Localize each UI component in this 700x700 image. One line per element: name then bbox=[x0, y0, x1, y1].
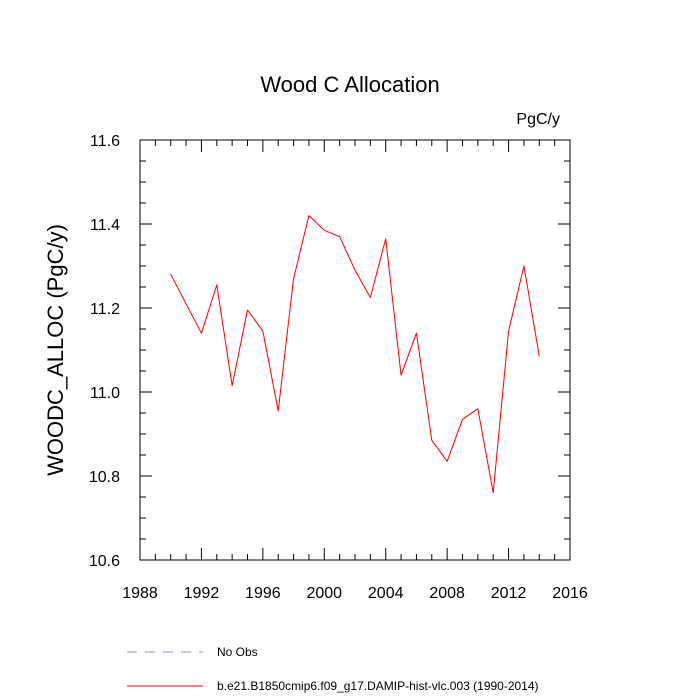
data-point bbox=[199, 331, 203, 335]
plot-frame bbox=[139, 139, 571, 561]
y-tick-label: 11.6 bbox=[90, 133, 120, 150]
data-point bbox=[461, 417, 465, 421]
y-tick-label: 11.0 bbox=[90, 385, 120, 402]
data-point bbox=[276, 409, 280, 413]
y-tick-label: 10.8 bbox=[89, 469, 120, 486]
data-point bbox=[476, 407, 480, 411]
y-axis-label: WOODC_ALLOC (PgC/y) bbox=[43, 224, 68, 476]
data-point bbox=[537, 354, 541, 358]
legend-label: b.e21.B1850cmip6.f09_g17.DAMIP-hist-vlc.… bbox=[217, 679, 539, 693]
data-point bbox=[522, 264, 526, 268]
tick-labels: 1988 1992 1996 2000 2004 2008 2012 2016 10.6 10.8… bbox=[89, 133, 588, 602]
data-point bbox=[230, 384, 234, 388]
data-point bbox=[322, 228, 326, 232]
y-tick-label: 11.4 bbox=[90, 217, 120, 234]
data-point bbox=[184, 302, 188, 306]
data-point bbox=[368, 296, 372, 300]
x-tick-label: 2016 bbox=[552, 585, 588, 602]
x-tick-label: 2008 bbox=[429, 585, 465, 602]
data-point bbox=[307, 214, 311, 218]
data-point bbox=[491, 491, 495, 495]
data-point bbox=[507, 329, 511, 333]
legend: No Obs b.e21.B1850cmip6.f09_g17.DAMIP-his… bbox=[127, 645, 539, 693]
data-point bbox=[215, 283, 219, 287]
data-point bbox=[338, 235, 342, 239]
data-point bbox=[169, 272, 173, 276]
data-point bbox=[261, 329, 265, 333]
y-tick-label: 10.6 bbox=[89, 553, 120, 570]
units-label: PgC/y bbox=[516, 111, 560, 128]
data-point bbox=[414, 331, 418, 335]
data-point bbox=[292, 277, 296, 281]
data-point bbox=[384, 237, 388, 241]
series-line bbox=[170, 215, 540, 494]
data-point bbox=[246, 308, 250, 312]
legend-label: No Obs bbox=[217, 645, 258, 659]
x-tick-label: 1988 bbox=[122, 585, 158, 602]
x-tick-label: 1996 bbox=[245, 585, 281, 602]
series-layer bbox=[169, 214, 541, 495]
x-tick-label: 2012 bbox=[491, 585, 527, 602]
axis-ticks bbox=[139, 139, 571, 561]
data-point bbox=[353, 268, 357, 272]
x-tick-label: 2000 bbox=[306, 585, 342, 602]
y-tick-label: 11.2 bbox=[90, 301, 120, 318]
x-tick-label: 2004 bbox=[368, 585, 404, 602]
data-point bbox=[445, 459, 449, 463]
chart-title: Wood C Allocation bbox=[260, 72, 439, 97]
x-tick-label: 1992 bbox=[184, 585, 220, 602]
data-point bbox=[399, 373, 403, 377]
data-point bbox=[430, 438, 434, 442]
